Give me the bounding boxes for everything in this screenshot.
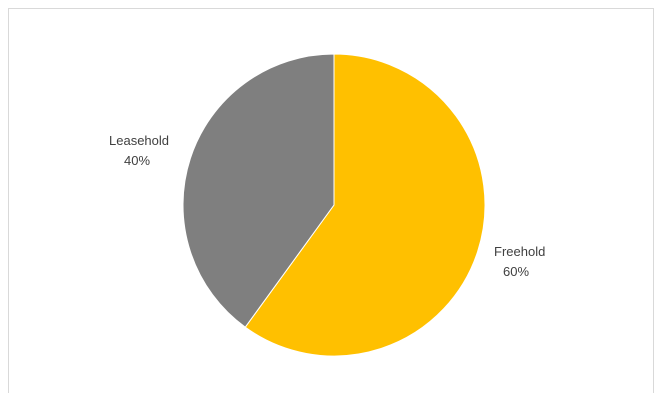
chart-area: Freehold 60% Leasehold 40% xyxy=(8,8,654,393)
slice-label-leasehold-percent: 40% xyxy=(124,153,150,168)
slice-label-leasehold: Leasehold 40% xyxy=(109,133,173,168)
slice-label-leasehold-name: Leasehold xyxy=(109,133,169,148)
pie-slice-freehold xyxy=(244,53,486,357)
slice-label-freehold: Freehold 60% xyxy=(494,244,549,279)
pie-slice-leasehold xyxy=(182,53,335,328)
slice-label-freehold-percent: 60% xyxy=(503,264,529,279)
pie-slices xyxy=(182,53,486,357)
slice-label-freehold-name: Freehold xyxy=(494,244,545,259)
pie-chart: Freehold 60% Leasehold 40% xyxy=(109,53,549,357)
